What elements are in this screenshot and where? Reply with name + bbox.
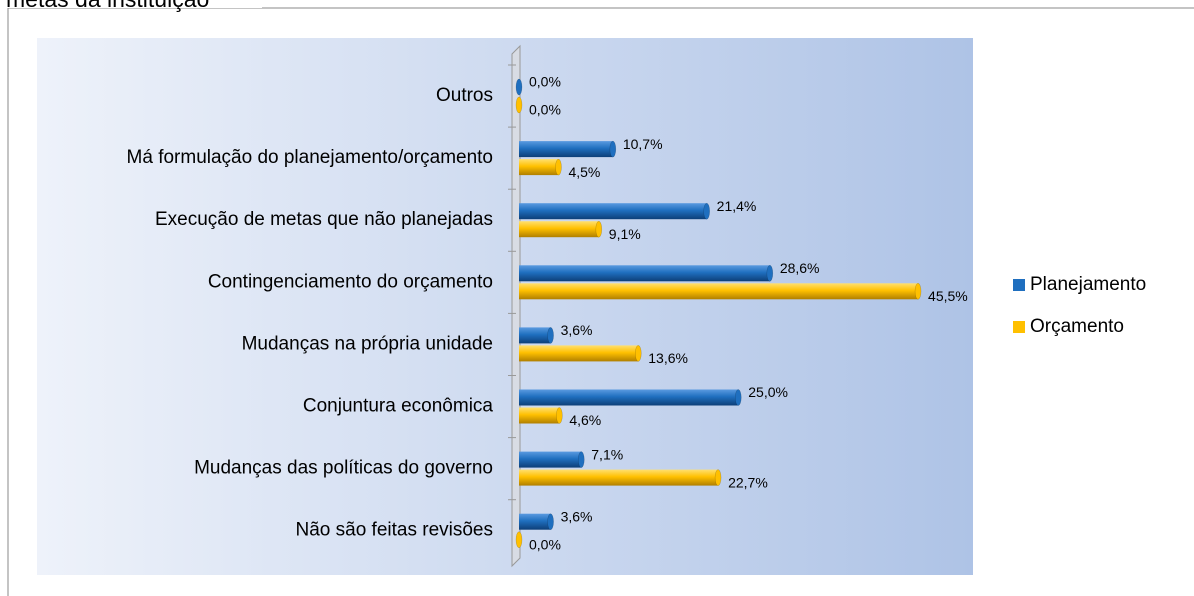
bar-cap — [635, 345, 642, 362]
chart-title: metas da instituição — [6, 0, 209, 12]
y-tick-label: Contingenciamento do orçamento — [208, 271, 493, 292]
bar-cap — [515, 78, 523, 96]
bar — [519, 451, 582, 468]
bar-cap — [547, 327, 554, 344]
bar — [519, 159, 559, 176]
bar — [519, 345, 639, 362]
data-label: 3,6% — [561, 322, 593, 338]
data-label: 28,6% — [780, 260, 820, 276]
bar-cap — [703, 202, 710, 220]
bar — [519, 221, 599, 238]
data-label: 3,6% — [561, 508, 593, 524]
axis-wall — [511, 44, 521, 568]
legend-swatch — [1013, 321, 1025, 333]
legend-label: Orçamento — [1030, 316, 1124, 337]
y-tick-label: Conjuntura econômica — [303, 396, 494, 417]
bar — [519, 407, 560, 424]
bar-cap — [766, 265, 774, 282]
y-tick-label: Mudanças na própria unidade — [242, 333, 493, 354]
data-label: 7,1% — [591, 446, 623, 462]
y-tick-label: Mudanças das políticas do governo — [194, 458, 493, 479]
data-label: 0,0% — [529, 74, 561, 90]
data-label: 4,6% — [569, 412, 601, 428]
y-tick-label: Execução de metas que não planejadas — [155, 209, 493, 230]
data-label: 13,6% — [648, 350, 688, 366]
bar-cap — [515, 96, 523, 114]
y-tick-label: Má formulação do planejamento/orçamento — [127, 147, 493, 168]
bar — [519, 283, 919, 300]
bar-cap — [735, 389, 742, 406]
bar-cap — [556, 407, 563, 424]
data-label: 21,4% — [717, 198, 757, 214]
chart-border — [7, 7, 1194, 596]
bar — [519, 327, 551, 344]
data-label: 9,1% — [609, 226, 641, 242]
data-label: 0,0% — [529, 102, 561, 118]
title-mask — [0, 0, 262, 8]
data-label: 4,5% — [568, 164, 600, 180]
bar-cap — [555, 158, 562, 176]
bar-cap — [547, 513, 554, 530]
bar — [519, 141, 613, 158]
data-label: 45,5% — [928, 288, 968, 304]
y-tick-label: Não são feitas revisões — [296, 520, 494, 541]
bar — [519, 389, 739, 406]
bar — [519, 265, 770, 282]
bar-cap — [578, 451, 585, 468]
data-label: 10,7% — [623, 136, 663, 152]
bar-cap — [914, 283, 922, 300]
plot-area — [37, 38, 973, 575]
legend-label: Planejamento — [1030, 274, 1146, 295]
bar — [519, 203, 707, 220]
bar-cap — [609, 140, 617, 158]
bar — [519, 513, 551, 530]
y-tick-label: Outros — [436, 85, 493, 106]
data-label: 0,0% — [529, 536, 561, 552]
bar-cap — [595, 220, 603, 238]
data-label: 25,0% — [748, 384, 788, 400]
data-label: 22,7% — [728, 474, 768, 490]
bar-cap — [515, 531, 523, 548]
bar — [519, 469, 719, 486]
legend-swatch — [1013, 279, 1025, 291]
bar-cap — [714, 469, 722, 486]
